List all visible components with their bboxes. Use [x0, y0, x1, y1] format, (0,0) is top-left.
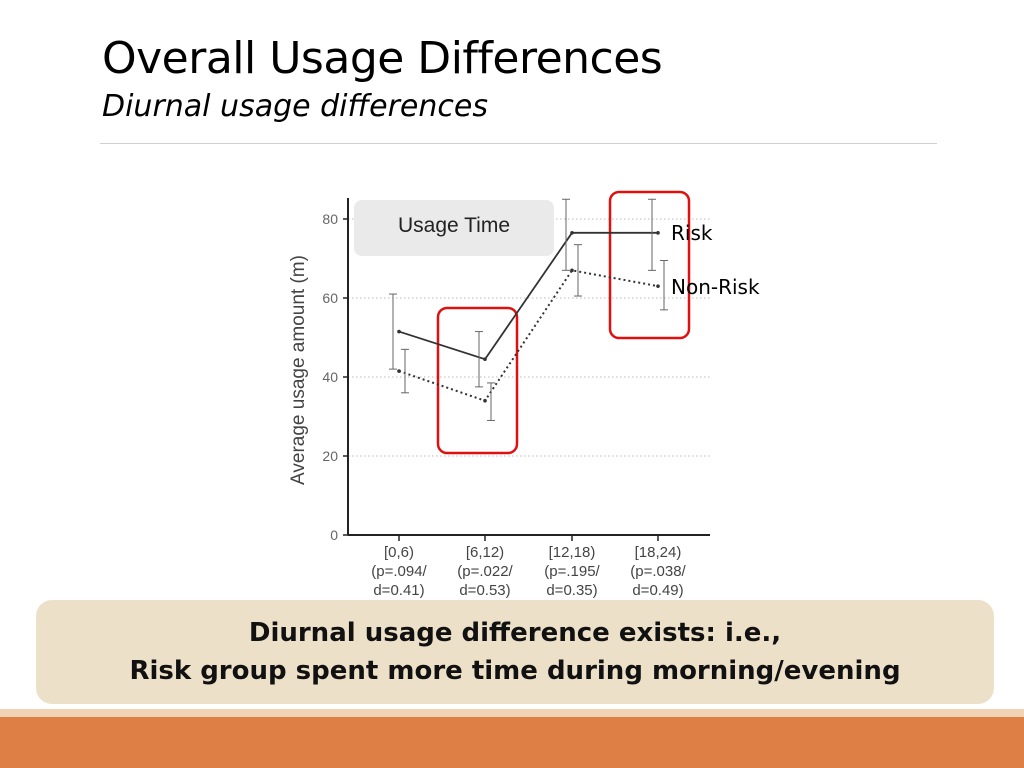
title-divider — [100, 143, 937, 144]
data-point — [656, 231, 660, 235]
y-tick-label: 40 — [322, 369, 338, 385]
x-tick-label: [6,12) — [466, 544, 504, 561]
y-tick-label: 0 — [330, 527, 338, 543]
usage-line-chart: 0 20 40 60 80 Average usage amount (m) [0,6) (p… — [288, 190, 760, 599]
footer-bar — [0, 717, 1024, 768]
x-tick-label: (p=.038/ — [630, 563, 686, 580]
series-line-non-risk — [398, 269, 659, 402]
caption-line-1: Diurnal usage difference exists: i.e., — [248, 618, 782, 648]
series-label: Non-Risk — [671, 275, 760, 299]
y-tick-label: 60 — [322, 290, 338, 306]
y-axis-label: Average usage amount (m) — [288, 255, 309, 485]
x-tick-label: d=0.53) — [459, 582, 510, 599]
x-tick-label: d=0.35) — [546, 582, 597, 599]
highlight-box — [608, 190, 691, 340]
slide-subtitle: Diurnal usage differences — [102, 89, 488, 124]
x-tick-label: [18,24) — [635, 544, 682, 561]
data-point — [397, 369, 401, 373]
slide-title: Overall Usage Differences — [102, 33, 663, 84]
x-tick-label: [12,18) — [549, 544, 596, 561]
x-tick-label: (p=.195/ — [544, 563, 600, 580]
data-point — [570, 268, 574, 273]
caption-line-2: Risk group spent more time during mornin… — [129, 656, 901, 686]
highlight-box — [436, 306, 519, 455]
x-tick-label: [0,6) — [384, 544, 414, 561]
x-tick-label: d=0.49) — [632, 582, 683, 599]
data-point — [483, 398, 487, 403]
y-tick-label: 20 — [322, 448, 338, 464]
y-tick-label: 80 — [322, 211, 338, 227]
x-tick-label: (p=.022/ — [457, 563, 513, 580]
series-label: Risk — [671, 221, 713, 245]
data-point — [570, 231, 574, 235]
x-tick-label: (p=.094/ — [371, 563, 427, 580]
data-point — [656, 284, 660, 288]
series-line-risk — [398, 231, 658, 361]
caption-box: Diurnal usage difference exists: i.e., R… — [36, 600, 994, 704]
usage-time-callout: Usage Time — [354, 200, 554, 256]
data-point — [483, 357, 487, 362]
callout-label: Usage Time — [397, 214, 511, 237]
footer-stripe — [0, 709, 1024, 717]
x-tick-label: d=0.41) — [373, 582, 424, 599]
data-point — [397, 329, 401, 334]
